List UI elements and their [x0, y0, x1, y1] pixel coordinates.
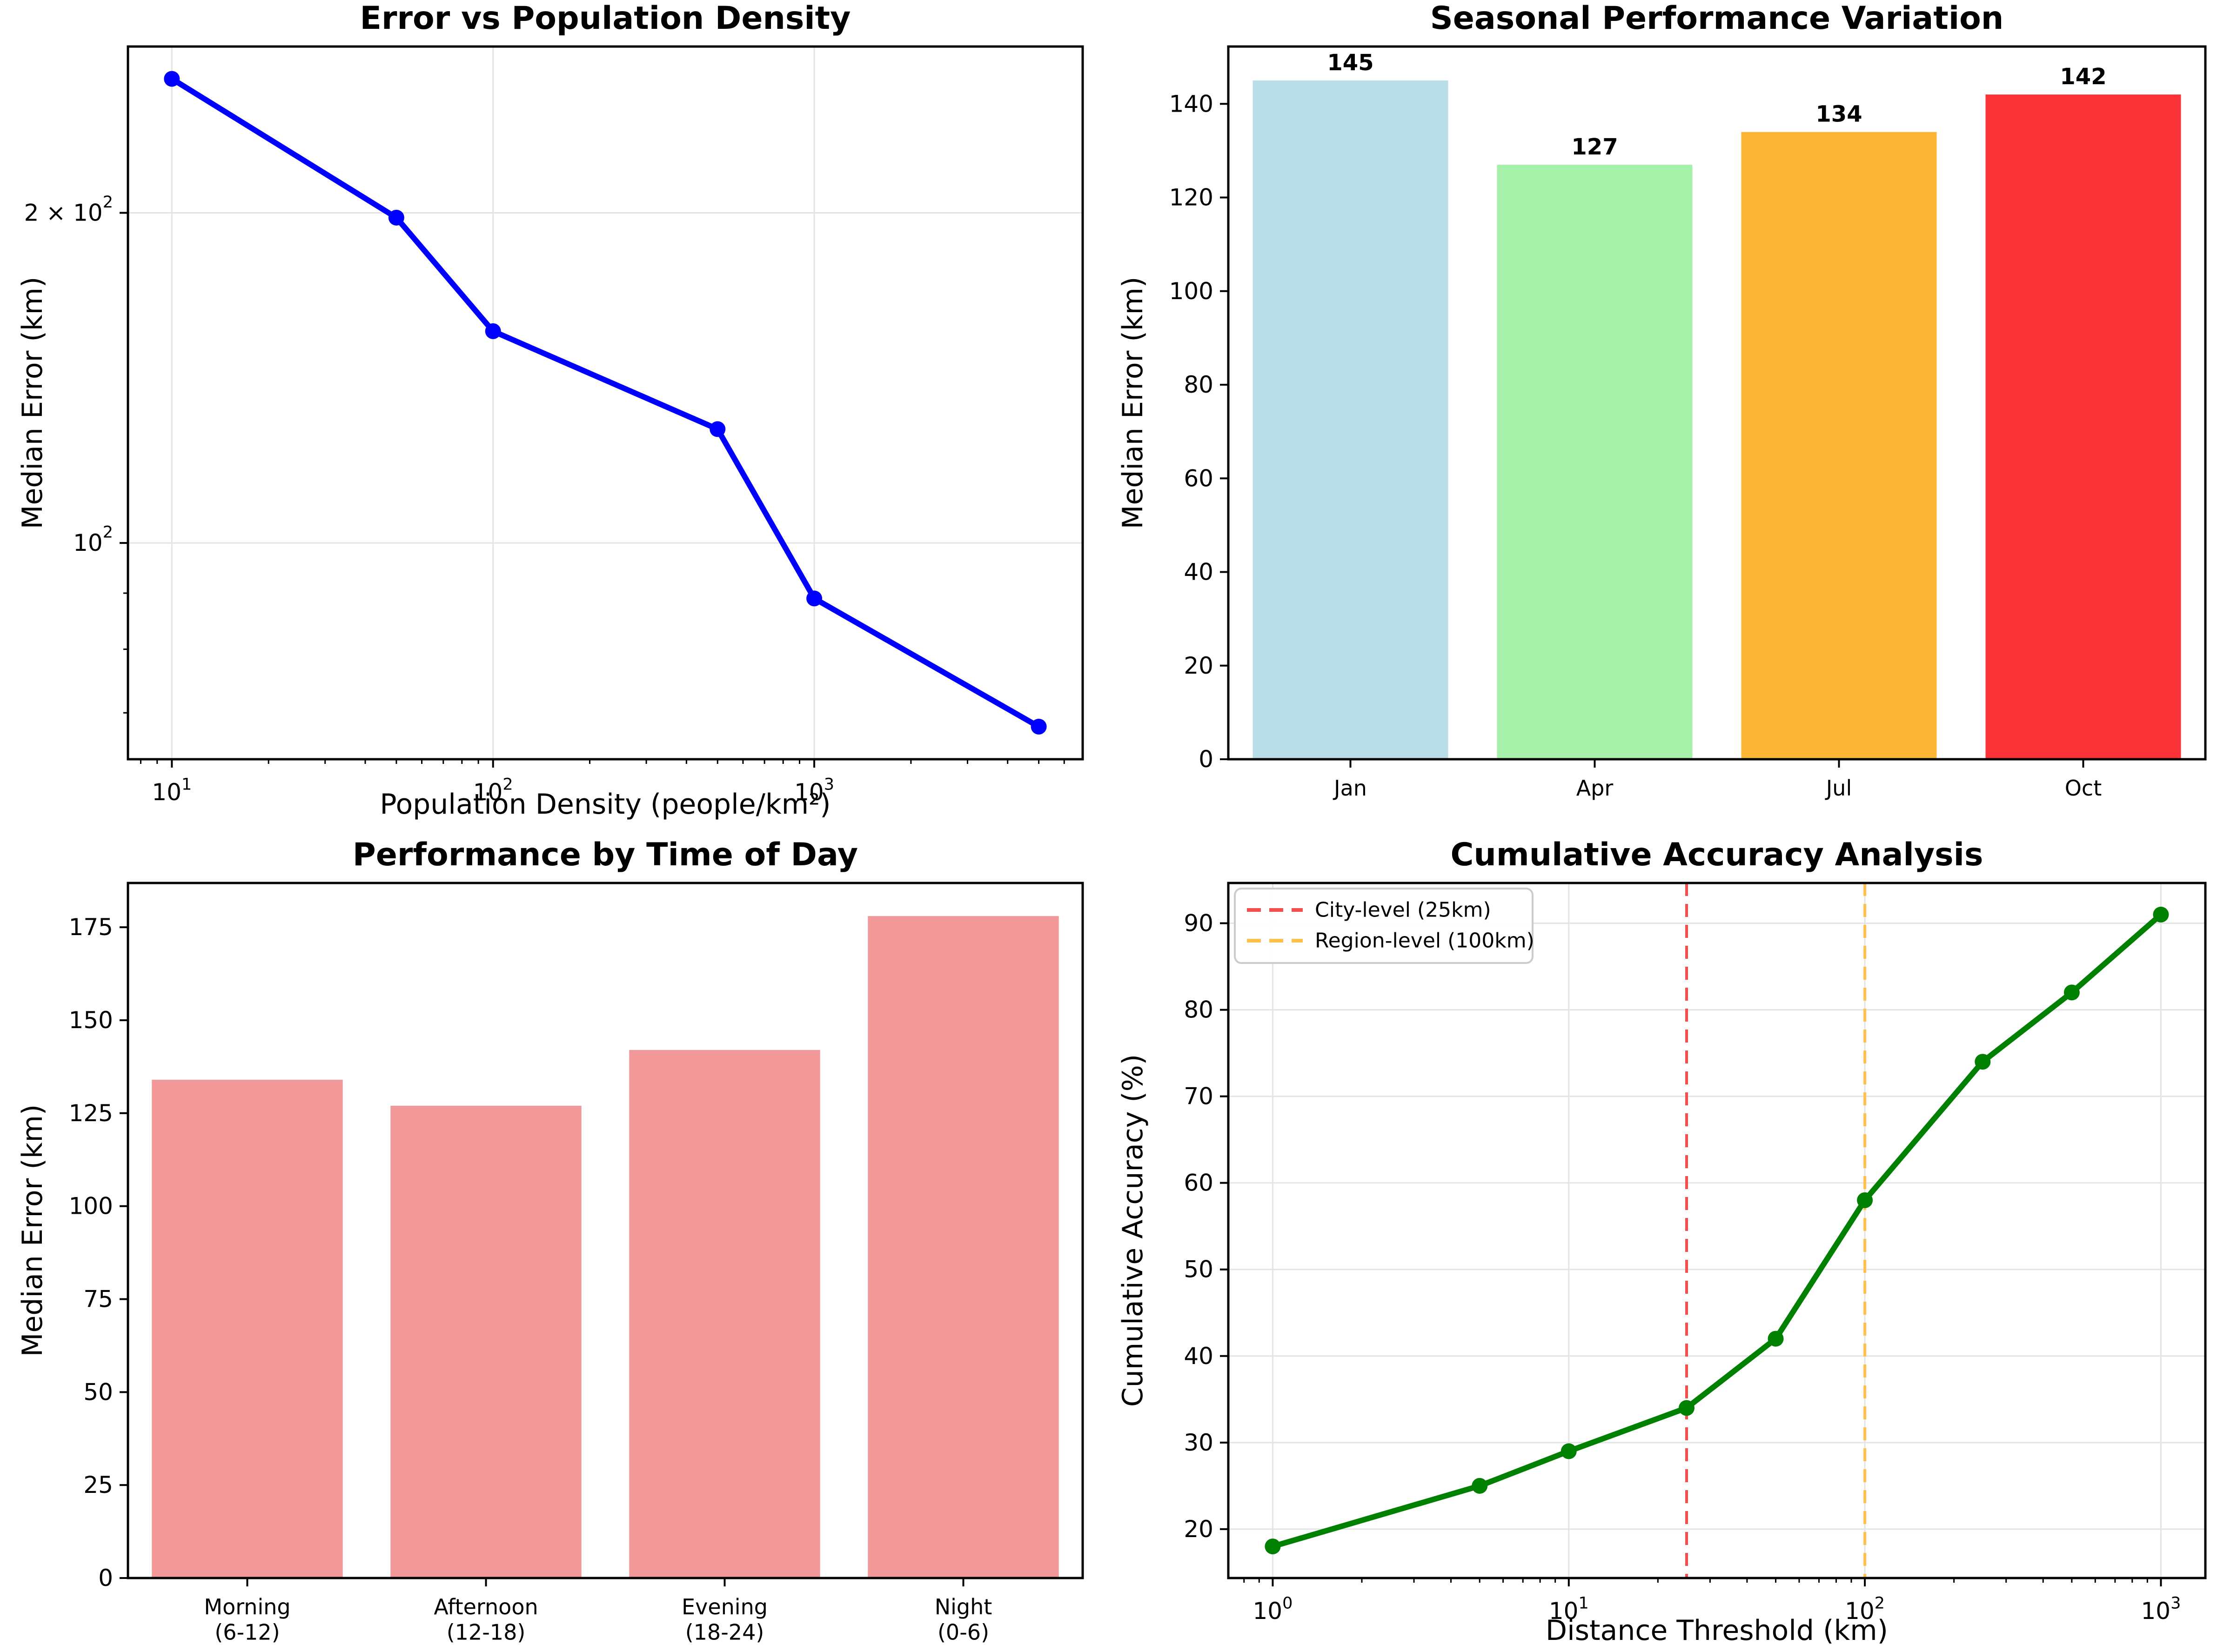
plot-border: [127, 882, 1084, 1579]
plot-border: [1227, 45, 2207, 761]
data-point: [2063, 984, 2080, 1001]
y-tick-label: 80: [1184, 371, 1213, 398]
category-label: Evening (18-24): [682, 1594, 768, 1645]
y-axis-label: Median Error (km): [1117, 277, 1149, 529]
bar-oct: [1985, 94, 2181, 760]
y-tick-label: 40: [1184, 559, 1213, 586]
plot-border: [1227, 882, 2207, 1579]
x-tick-label: 101: [152, 776, 192, 806]
data-point: [2153, 906, 2169, 923]
category-label: Apr: [1576, 776, 1614, 801]
y-tick-label: 20: [1184, 652, 1213, 679]
chart-performance-by-time-of-day: 0 25 50 75 100 125 150 175 Morning (6-12) Afternoo…: [16, 836, 1084, 1645]
category-label: Morning (6-12): [204, 1594, 290, 1645]
y-tick-label: 50: [1184, 1256, 1213, 1283]
category-label: Afternoon (12-18): [434, 1594, 538, 1645]
y-tick-label: 80: [1184, 997, 1213, 1023]
y-tick-label: 60: [1184, 465, 1213, 492]
bar-night: [868, 916, 1059, 1578]
bar-evening: [629, 1050, 820, 1578]
chart-title: Performance by Time of Day: [353, 836, 858, 873]
y-tick-label: 75: [83, 1285, 113, 1312]
data-point: [1031, 718, 1047, 735]
data-point: [164, 71, 180, 87]
x-axis-label: Population Density (people/km²): [380, 788, 831, 821]
y-tick-label: 175: [69, 914, 113, 941]
y-tick-label: 150: [69, 1007, 113, 1034]
x-tick-label: 103: [2141, 1594, 2181, 1625]
chart-title: Error vs Population Density: [360, 0, 851, 37]
legend: City-level (25km) Region-level (100km): [1234, 888, 1534, 964]
data-point: [388, 209, 404, 226]
category-label: Jul: [1825, 776, 1852, 801]
category-label: Oct: [2065, 776, 2102, 801]
y-tick-label: 70: [1184, 1083, 1213, 1110]
data-point: [1857, 1192, 1873, 1208]
y-tick-label: 25: [83, 1471, 113, 1498]
data-point: [1561, 1443, 1577, 1459]
data-point: [485, 323, 501, 339]
data-point: [1975, 1054, 1991, 1070]
data-point: [710, 421, 726, 437]
y-tick-label: 30: [1184, 1429, 1213, 1456]
chart-title: Cumulative Accuracy Analysis: [1451, 836, 1983, 873]
data-point: [1265, 1538, 1281, 1555]
data-point: [1678, 1400, 1695, 1416]
bar-apr: [1497, 165, 1693, 759]
y-tick-label: 90: [1184, 910, 1213, 937]
bar-value-label: 134: [1815, 101, 1862, 127]
y-tick-label: 100: [1169, 278, 1213, 305]
data-point: [1768, 1331, 1784, 1347]
legend-label: City-level (25km): [1315, 898, 1491, 922]
y-tick-label: 50: [83, 1378, 113, 1405]
x-tick-label: 100: [1253, 1594, 1293, 1625]
y-tick-label: 20: [1184, 1516, 1213, 1543]
plot-border: [127, 45, 1084, 761]
chart-seasonal-performance-variation: 145 127 134 142 0 20 40 60 80 100 120 140 Jan Apr Jul O…: [1117, 0, 2207, 801]
data-point: [806, 590, 823, 607]
y-tick-label: 140: [1169, 90, 1213, 117]
y-axis-label: Cumulative Accuracy (%): [1117, 1054, 1149, 1407]
legend-label: Region-level (100km): [1315, 929, 1534, 953]
y-tick-label: 125: [69, 1100, 113, 1127]
data-point: [1472, 1478, 1488, 1494]
x-axis-label: Distance Threshold (km): [1546, 1614, 1888, 1647]
bar-value-label: 127: [1571, 134, 1618, 160]
bar-value-label: 145: [1327, 50, 1373, 76]
category-label: Night (0-6): [935, 1594, 992, 1645]
y-tick-label: 0: [1199, 746, 1213, 773]
bar-jul: [1741, 132, 1937, 759]
category-label: Jan: [1333, 776, 1367, 801]
bar-value-label: 142: [2060, 64, 2106, 90]
y-tick-label: 100: [69, 1193, 113, 1220]
chart-title: Seasonal Performance Variation: [1430, 0, 2004, 37]
y-tick-label: 102: [73, 523, 113, 557]
y-tick-label: 0: [98, 1565, 113, 1592]
y-tick-label: 40: [1184, 1343, 1213, 1370]
data-line: [169, 76, 1042, 729]
y-tick-label: 120: [1169, 184, 1213, 211]
legend-box: [1234, 888, 1534, 964]
bar-afternoon: [390, 1105, 582, 1578]
y-tick-label: 60: [1184, 1170, 1213, 1197]
y-tick-label: 2 × 102: [24, 193, 113, 227]
bar-jan: [1253, 80, 1448, 759]
y-axis-label: Median Error (km): [16, 277, 49, 529]
bar-morning: [152, 1079, 343, 1578]
y-axis-label: Median Error (km): [16, 1104, 49, 1357]
